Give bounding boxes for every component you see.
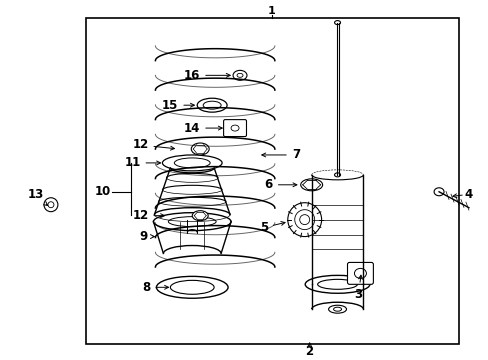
Text: 3: 3 <box>354 275 362 301</box>
Ellipse shape <box>174 158 210 168</box>
Ellipse shape <box>44 198 58 212</box>
Text: 6: 6 <box>264 178 296 191</box>
Ellipse shape <box>191 143 209 155</box>
Text: 4: 4 <box>464 188 472 201</box>
Ellipse shape <box>333 307 341 311</box>
Ellipse shape <box>328 305 346 313</box>
Bar <box>85 18 458 344</box>
Text: 15: 15 <box>162 99 194 112</box>
Ellipse shape <box>317 279 357 289</box>
Ellipse shape <box>231 125 239 131</box>
Ellipse shape <box>305 275 369 293</box>
Text: 12: 12 <box>132 139 174 152</box>
Ellipse shape <box>170 163 214 173</box>
FancyBboxPatch shape <box>347 262 373 284</box>
Ellipse shape <box>162 155 222 171</box>
Text: 14: 14 <box>183 122 222 135</box>
Text: 11: 11 <box>124 156 160 170</box>
Ellipse shape <box>192 211 208 221</box>
Ellipse shape <box>156 276 227 298</box>
Text: 2: 2 <box>305 345 313 357</box>
Ellipse shape <box>233 70 246 80</box>
Ellipse shape <box>203 101 221 109</box>
Text: 13: 13 <box>28 188 44 201</box>
Text: 1: 1 <box>267 6 275 15</box>
Ellipse shape <box>168 217 216 226</box>
Ellipse shape <box>170 280 214 294</box>
FancyBboxPatch shape <box>223 120 246 136</box>
Text: 5: 5 <box>259 221 285 234</box>
Ellipse shape <box>433 188 443 196</box>
Ellipse shape <box>48 202 54 208</box>
Ellipse shape <box>294 210 314 230</box>
Ellipse shape <box>334 21 340 24</box>
Ellipse shape <box>334 173 340 177</box>
Ellipse shape <box>354 269 366 278</box>
Ellipse shape <box>197 98 226 112</box>
Text: 12: 12 <box>132 209 164 222</box>
Ellipse shape <box>153 213 231 231</box>
Ellipse shape <box>300 179 322 191</box>
Text: 7: 7 <box>261 148 299 161</box>
Text: 16: 16 <box>183 69 230 82</box>
Ellipse shape <box>287 203 321 237</box>
Text: 10: 10 <box>94 185 110 198</box>
Text: 9: 9 <box>139 230 154 243</box>
Ellipse shape <box>237 73 243 77</box>
Ellipse shape <box>299 215 309 225</box>
Text: 8: 8 <box>142 281 168 294</box>
